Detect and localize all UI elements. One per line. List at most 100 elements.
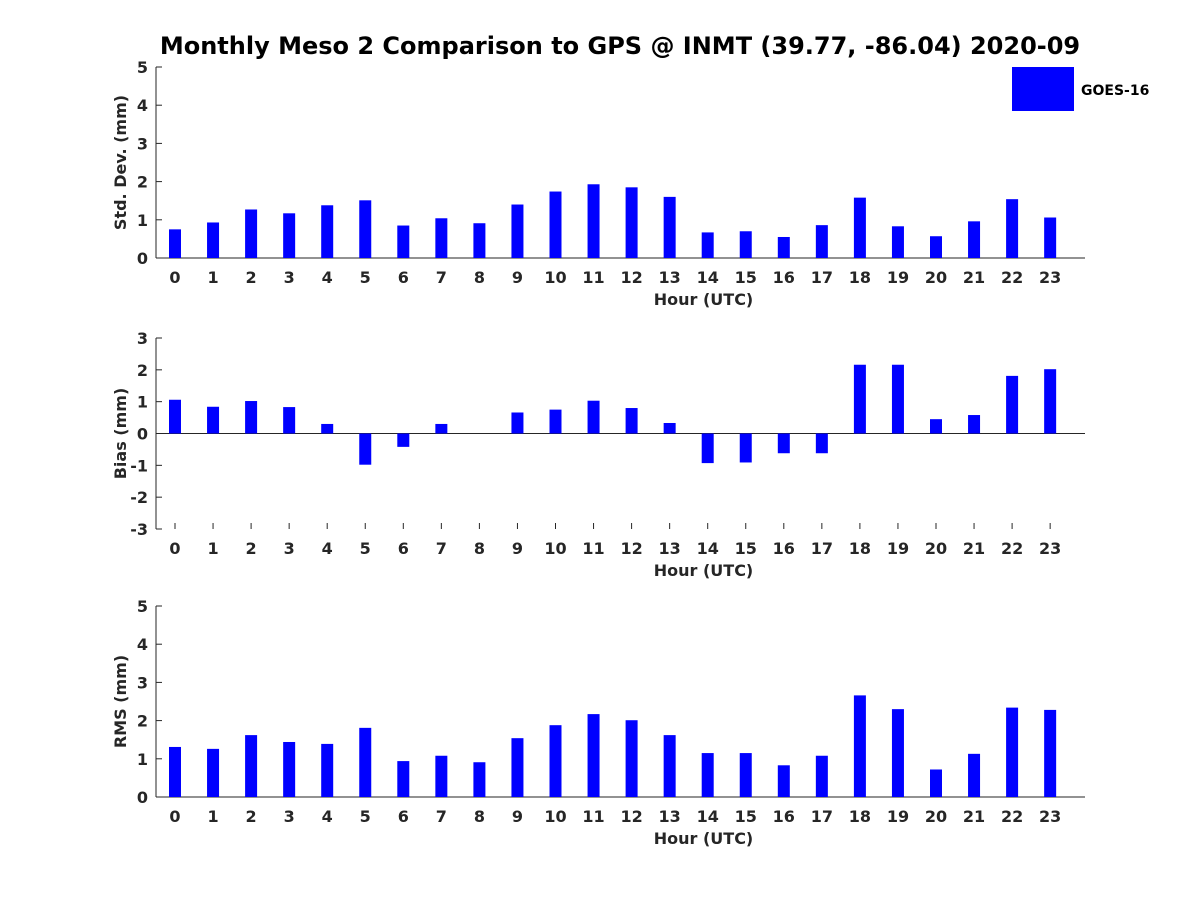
x-tick-label: 8	[474, 539, 485, 558]
bias-bar-hour-22	[1006, 375, 1019, 434]
bias-y-axis-label: Bias (mm)	[111, 388, 130, 480]
y-tick-label: 0	[137, 425, 148, 444]
x-tick-label: 8	[474, 268, 485, 287]
bias-bar-hour-18	[853, 364, 866, 434]
x-tick-label: 6	[398, 807, 409, 826]
std-dev-bar-hour-17	[815, 225, 828, 258]
x-tick-label: 4	[322, 807, 333, 826]
x-tick-label: 17	[811, 268, 833, 287]
bias-bar-hour-21	[968, 415, 981, 434]
y-tick-label: 0	[137, 788, 148, 807]
bias-bar-hour-16	[777, 433, 790, 454]
rms-bar-hour-3	[283, 741, 296, 797]
std-dev-bar-hour-21	[968, 221, 981, 258]
x-tick-label: 10	[544, 268, 566, 287]
bias-bar-hour-1	[207, 406, 220, 434]
x-tick-label: 5	[360, 268, 371, 287]
y-tick-label: 1	[137, 750, 148, 769]
std-dev-x-axis-label: Hour (UTC)	[654, 290, 754, 309]
x-tick-label: 10	[544, 807, 566, 826]
x-tick-label: 11	[582, 268, 604, 287]
x-tick-label: 9	[512, 268, 523, 287]
y-tick-label: 3	[137, 329, 148, 348]
x-tick-label: 12	[620, 268, 642, 287]
x-tick-label: 18	[849, 539, 871, 558]
y-tick-label: 5	[137, 58, 148, 77]
x-tick-label: 4	[322, 539, 333, 558]
x-tick-label: 5	[360, 807, 371, 826]
rms-bar-hour-4	[321, 743, 334, 797]
rms-bar-hour-6	[397, 761, 410, 797]
bias-bar-hour-20	[930, 419, 942, 434]
x-tick-label: 15	[735, 807, 757, 826]
x-tick-label: 9	[512, 807, 523, 826]
x-tick-label: 5	[360, 539, 371, 558]
x-tick-label: 3	[284, 807, 295, 826]
y-tick-label: 5	[137, 597, 148, 616]
y-tick-label: 2	[137, 361, 148, 380]
rms-bar-hour-18	[853, 695, 866, 797]
x-tick-label: 10	[544, 539, 566, 558]
bias-x-axis-label: Hour (UTC)	[654, 561, 754, 580]
x-tick-label: 11	[582, 807, 604, 826]
bias-bar-hour-9	[511, 412, 524, 434]
bias-bar-hour-15	[739, 433, 752, 463]
x-tick-label: 16	[773, 807, 795, 826]
y-tick-label: 2	[137, 712, 148, 731]
y-tick-label: 3	[137, 134, 148, 153]
std-dev-bar-hour-18	[853, 197, 866, 258]
x-tick-label: 11	[582, 539, 604, 558]
rms-y-axis-label: RMS (mm)	[111, 655, 130, 748]
std-dev-bar-hour-6	[397, 225, 410, 258]
x-tick-label: 3	[284, 268, 295, 287]
x-tick-label: 13	[659, 807, 681, 826]
y-tick-label: -1	[130, 456, 148, 475]
rms-bar-hour-11	[587, 714, 600, 797]
bias-bar-hour-19	[891, 364, 904, 434]
x-tick-label: 13	[659, 268, 681, 287]
rms-bar-hour-22	[1006, 707, 1019, 797]
x-tick-label: 14	[697, 807, 719, 826]
rms-bar-hour-15	[739, 753, 752, 797]
std-dev-bar-hour-23	[1044, 217, 1057, 258]
bias-bar-hour-23	[1044, 369, 1057, 434]
std-dev-bar-hour-2	[245, 209, 258, 258]
bias-bar-hour-14	[701, 433, 714, 464]
std-dev-bar-hour-14	[701, 232, 714, 258]
bias-bar-hour-10	[549, 409, 562, 434]
std-dev-bar-hour-0	[169, 229, 181, 258]
y-tick-label: 2	[137, 173, 148, 192]
x-tick-label: 15	[735, 539, 757, 558]
x-tick-label: 12	[620, 539, 642, 558]
x-tick-label: 0	[169, 268, 180, 287]
x-tick-label: 1	[207, 539, 218, 558]
std-dev-bar-hour-16	[777, 236, 790, 258]
rms-bar-hour-0	[169, 746, 181, 797]
rms-bar-hour-19	[891, 709, 904, 797]
rms-bar-hour-2	[245, 735, 258, 797]
x-tick-label: 16	[773, 268, 795, 287]
y-tick-label: 0	[137, 249, 148, 268]
rms-bar-hour-13	[663, 735, 676, 797]
std-dev-bar-hour-7	[435, 218, 448, 258]
bias-bar-hour-13	[663, 422, 676, 434]
bias-bar-hour-2	[245, 401, 258, 434]
x-tick-label: 17	[811, 539, 833, 558]
x-tick-label: 3	[284, 539, 295, 558]
rms-bar-hour-12	[625, 720, 638, 797]
x-tick-label: 0	[169, 539, 180, 558]
x-tick-label: 18	[849, 807, 871, 826]
x-tick-label: 14	[697, 539, 719, 558]
x-tick-label: 20	[925, 807, 947, 826]
figure-title: Monthly Meso 2 Comparison to GPS @ INMT …	[160, 32, 1080, 60]
rms-bar-hour-21	[968, 753, 981, 797]
std-dev-bar-hour-15	[739, 231, 752, 258]
x-tick-label: 0	[169, 807, 180, 826]
y-tick-label: 3	[137, 673, 148, 692]
y-tick-label: -2	[130, 488, 148, 507]
y-tick-label: 4	[137, 635, 148, 654]
bias-bar-hour-7	[435, 423, 448, 434]
x-tick-label: 9	[512, 539, 523, 558]
x-tick-label: 21	[963, 539, 985, 558]
